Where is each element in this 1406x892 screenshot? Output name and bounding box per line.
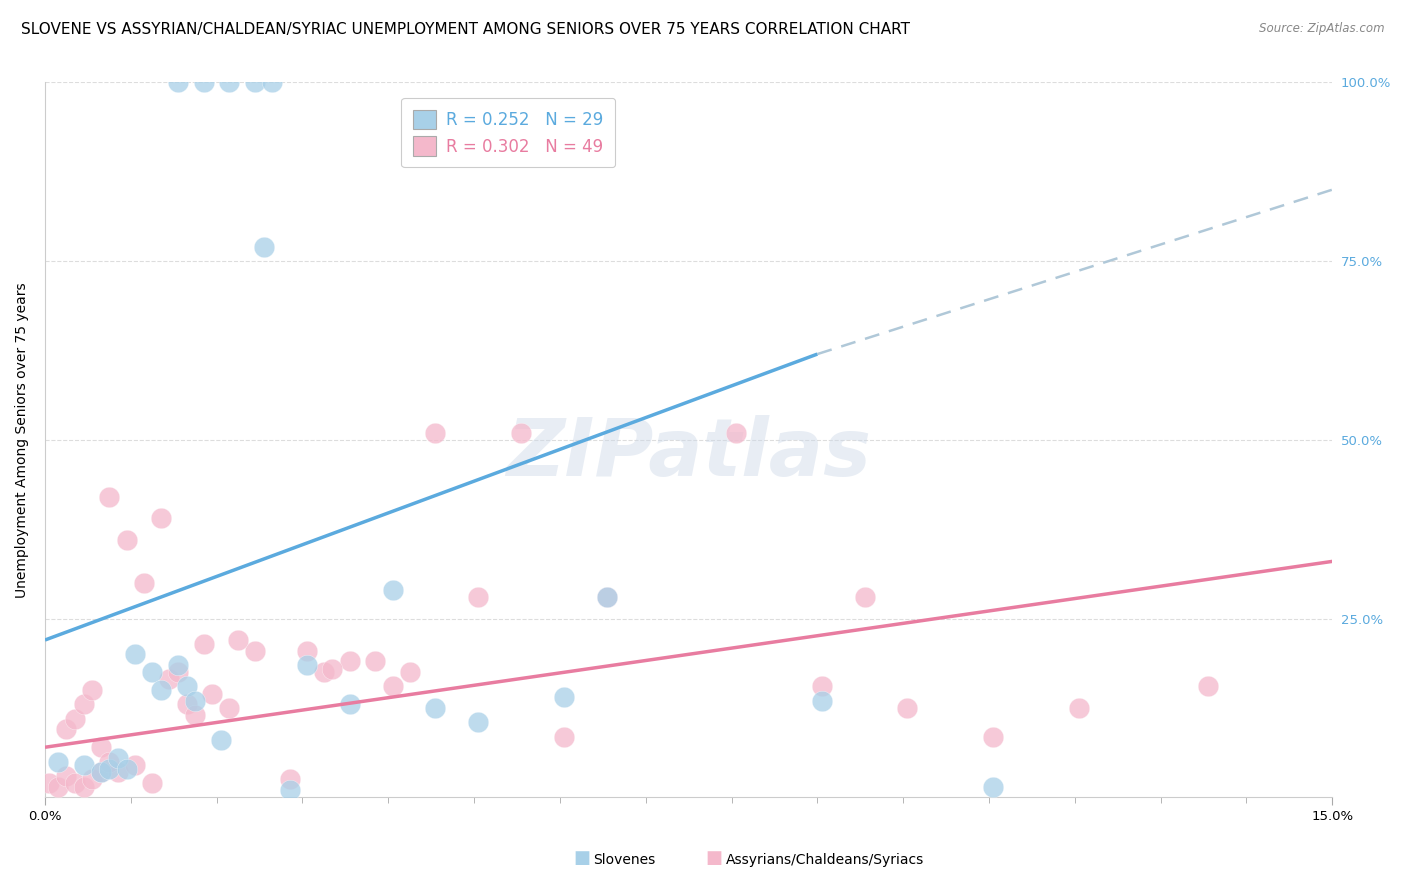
Point [1069, 701, 1091, 715]
Point [510, 425, 533, 440]
Point [167, 658, 190, 673]
Point [596, 590, 619, 604]
Legend: R = 0.252   N = 29, R = 0.302   N = 49: R = 0.252 N = 29, R = 0.302 N = 49 [402, 98, 616, 168]
Point [278, 772, 301, 787]
Text: ZIPatlas: ZIPatlas [506, 415, 872, 493]
Point [90, 765, 112, 780]
Point [63, 712, 86, 726]
Point [981, 730, 1004, 744]
Point [107, 751, 129, 765]
Point [381, 582, 404, 597]
Point [184, 708, 207, 723]
Point [810, 680, 832, 694]
Point [896, 701, 918, 715]
Point [176, 698, 198, 712]
Point [55, 769, 77, 783]
Point [90, 740, 112, 755]
Text: Source: ZipAtlas.com: Source: ZipAtlas.com [1260, 22, 1385, 36]
Point [339, 655, 361, 669]
Point [339, 698, 361, 712]
Point [157, 673, 180, 687]
Point [312, 665, 335, 680]
Point [253, 240, 276, 254]
Text: Slovenes: Slovenes [593, 853, 655, 867]
Point [262, 75, 284, 89]
Point [149, 511, 172, 525]
Point [596, 590, 619, 604]
Point [218, 75, 240, 89]
Point [209, 733, 232, 747]
Point [245, 644, 267, 658]
Point [201, 687, 224, 701]
Point [115, 762, 138, 776]
Text: SLOVENE VS ASSYRIAN/CHALDEAN/SYRIAC UNEMPLOYMENT AMONG SENIORS OVER 75 YEARS COR: SLOVENE VS ASSYRIAN/CHALDEAN/SYRIAC UNEM… [21, 22, 910, 37]
Point [98, 755, 121, 769]
Point [245, 75, 267, 89]
Point [981, 780, 1004, 794]
Point [810, 694, 832, 708]
Point [46, 755, 69, 769]
Point [38, 776, 60, 790]
Point [295, 658, 318, 673]
Point [98, 490, 121, 504]
Point [398, 665, 420, 680]
Point [107, 765, 129, 780]
Point [115, 533, 138, 547]
Point [82, 772, 104, 787]
Point [63, 776, 86, 790]
Point [82, 683, 104, 698]
Point [72, 698, 94, 712]
Point [295, 644, 318, 658]
Point [176, 680, 198, 694]
Point [226, 633, 249, 648]
Point [425, 425, 447, 440]
Point [425, 701, 447, 715]
Point [321, 662, 343, 676]
Point [141, 776, 163, 790]
Point [553, 730, 575, 744]
Point [278, 783, 301, 797]
Point [853, 590, 876, 604]
Point [1197, 680, 1219, 694]
Point [364, 655, 387, 669]
Point [55, 723, 77, 737]
Point [124, 648, 146, 662]
Point [184, 694, 207, 708]
Point [141, 665, 163, 680]
Point [72, 758, 94, 772]
Point [72, 780, 94, 794]
Text: ■: ■ [574, 849, 591, 867]
Y-axis label: Unemployment Among Seniors over 75 years: Unemployment Among Seniors over 75 years [15, 282, 30, 598]
Point [381, 680, 404, 694]
Point [724, 425, 747, 440]
Point [98, 762, 121, 776]
Text: Assyrians/Chaldeans/Syriacs: Assyrians/Chaldeans/Syriacs [725, 853, 924, 867]
Point [193, 637, 215, 651]
Point [124, 758, 146, 772]
Point [218, 701, 240, 715]
Point [167, 665, 190, 680]
Point [467, 715, 489, 730]
Point [90, 765, 112, 780]
Point [167, 75, 190, 89]
Point [132, 575, 155, 590]
Point [193, 75, 215, 89]
Point [467, 590, 489, 604]
Text: ■: ■ [706, 849, 723, 867]
Point [149, 683, 172, 698]
Point [46, 780, 69, 794]
Point [553, 690, 575, 705]
